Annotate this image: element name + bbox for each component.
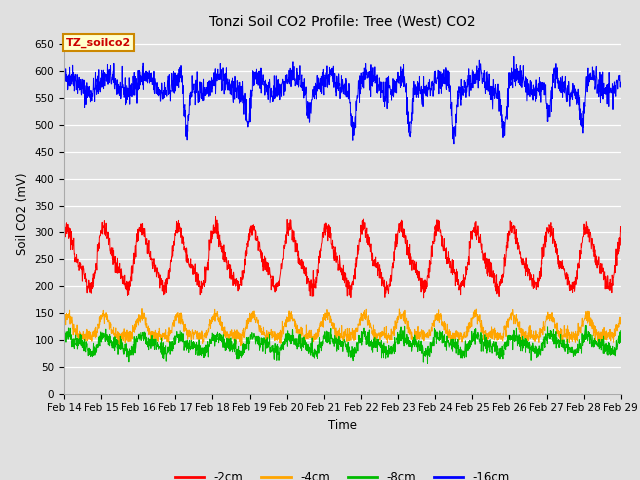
Y-axis label: Soil CO2 (mV): Soil CO2 (mV) bbox=[16, 172, 29, 255]
Legend: -2cm, -4cm, -8cm, -16cm: -2cm, -4cm, -8cm, -16cm bbox=[170, 466, 515, 480]
Title: Tonzi Soil CO2 Profile: Tree (West) CO2: Tonzi Soil CO2 Profile: Tree (West) CO2 bbox=[209, 14, 476, 28]
Text: TZ_soilco2: TZ_soilco2 bbox=[66, 37, 131, 48]
X-axis label: Time: Time bbox=[328, 419, 357, 432]
